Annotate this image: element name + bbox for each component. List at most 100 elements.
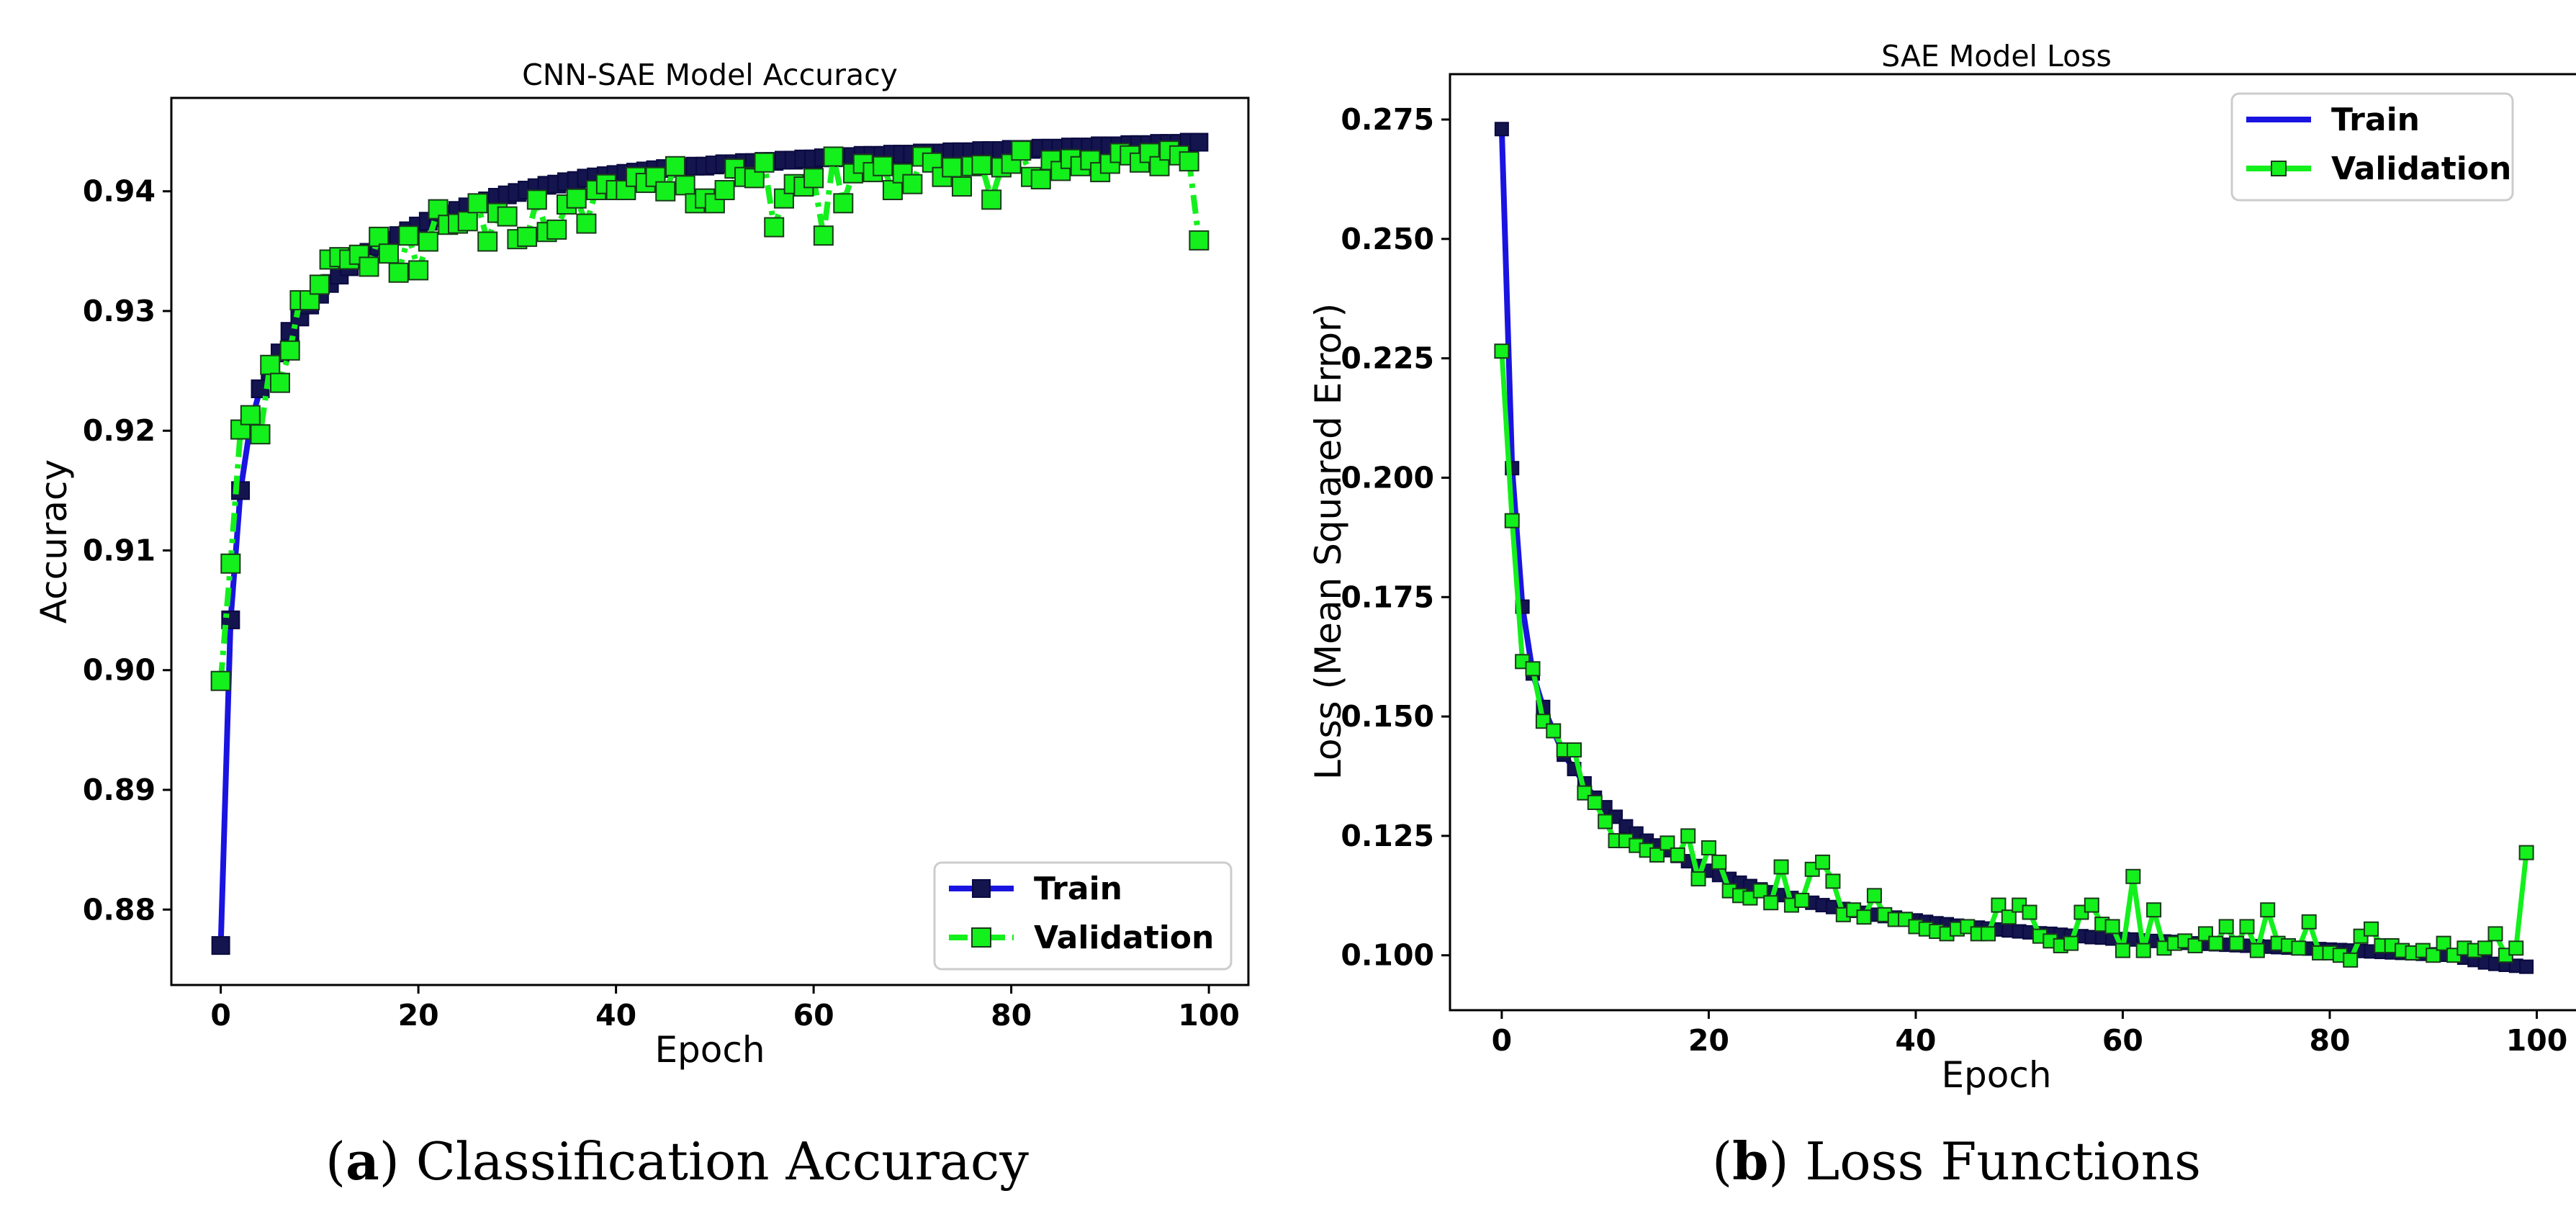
b-x-tick-label: 20 [1688,1023,1729,1058]
validation-point [1494,343,1510,359]
validation-point [477,231,498,252]
b-y-tick-label: 0.225 [1341,341,1434,376]
b-y-tick-label: 0.100 [1341,938,1434,973]
caption-b-text: Loss Functions [1805,1131,2202,1192]
caption-a: (a) Classification Accuracy [325,1130,1029,1192]
validation-point [1659,835,1675,851]
a-y-tick-label: 0.88 [83,892,156,927]
validation-point [833,193,854,214]
validation-point [675,175,695,196]
validation-point [2187,937,2203,953]
loss-chart-title: SAE Model Loss [1881,39,2112,73]
validation-point [1179,151,1199,172]
validation-point [1670,847,1685,863]
validation-point [2508,940,2524,956]
b-y-tick-label: 0.150 [1341,699,1434,734]
validation-point [2291,940,2307,956]
a-y-tick-label: 0.92 [83,413,156,448]
validation-point [408,260,429,281]
validation-point [2301,914,2317,930]
accuracy-legend-validation-label: Validation [1034,919,1214,956]
caption-a-letter: a [346,1130,379,1192]
validation-point [971,155,992,176]
validation-point [1587,794,1603,810]
a-x-tick-label: 100 [1178,998,1240,1033]
validation-point [210,670,231,691]
accuracy-chart: CNN-SAE Model Accuracy 0.88 0.89 0.90 0.91 0… [33,58,1250,1071]
validation-point [1866,888,1882,904]
validation-point [260,354,281,375]
loss-chart: SAE Model Loss 0.100 0.125 0.150 0.175 0.200… [1307,39,2576,1096]
a-y-tick-label: 0.94 [83,174,156,209]
validation-point [1546,723,1562,739]
validation-point [2115,943,2130,958]
validation-point [2487,926,2503,942]
validation-point [754,152,775,173]
validation-point [2063,935,2079,951]
validation-point [1981,926,1996,942]
validation-point [2229,935,2245,951]
loss-y-axis-label: Loss (Mean Squared Error) [1307,303,1349,780]
validation-point [2125,868,2141,884]
validation-point [2084,897,2099,913]
validation-point [1680,828,1696,844]
b-y-tick-label: 0.125 [1341,819,1434,853]
accuracy-x-axis-label: Epoch [654,1029,765,1071]
caption-b: (b) Loss Functions [1712,1130,2202,1192]
validation-point [813,225,834,246]
accuracy-y-axis-label: Accuracy [33,459,75,624]
validation-point [803,168,824,189]
b-x-tick-label: 100 [2506,1023,2568,1058]
accuracy-legend-validation-marker [971,927,991,948]
caption-a-text: Classification Accuracy [415,1131,1029,1192]
validation-point [2249,943,2265,958]
validation-point [279,340,300,361]
a-x-tick-label: 80 [991,998,1032,1033]
train-point [1494,122,1509,137]
validation-point [1752,883,1768,899]
validation-point [497,206,518,227]
validation-point [951,176,972,197]
b-x-tick-label: 60 [2102,1023,2143,1058]
a-x-tick-label: 40 [595,998,636,1033]
b-x-tick-label: 40 [1895,1023,1936,1058]
validation-point [359,256,379,277]
b-y-tick-label: 0.200 [1341,460,1434,495]
a-y-tick-label: 0.90 [83,653,156,688]
validation-point [1711,854,1727,870]
a-validation-markers [210,140,1210,691]
validation-point [2363,921,2379,937]
validation-point [269,372,290,393]
validation-point [546,219,567,240]
validation-point [1598,814,1613,829]
validation-point [1991,897,2007,913]
validation-point [467,193,488,214]
b-x-tick-label: 80 [2309,1023,2350,1058]
validation-point [526,189,547,210]
train-point [1189,132,1209,152]
train-point [211,936,230,955]
validation-point [1011,140,1032,161]
caption-b-letter: b [1732,1130,1769,1192]
validation-point [1825,873,1841,889]
validation-point [823,146,844,167]
validation-point [2104,919,2120,935]
validation-point [2239,919,2255,935]
validation-point [309,274,330,295]
validation-point [764,217,785,238]
validation-point [1189,230,1210,251]
validation-point [655,181,676,202]
a-x-tick-label: 60 [793,998,834,1033]
validation-point [1763,895,1779,911]
validation-point [2208,935,2224,951]
validation-point [250,424,271,445]
validation-point [418,231,438,252]
validation-point [2001,909,2017,925]
loss-x-axis-label: Epoch [1941,1054,2051,1096]
accuracy-legend: Train Validation [933,861,1233,971]
validation-point [1030,169,1051,190]
validation-point [2426,948,2441,963]
validation-point [240,405,261,426]
validation-point [942,157,963,178]
validation-point [398,225,419,246]
